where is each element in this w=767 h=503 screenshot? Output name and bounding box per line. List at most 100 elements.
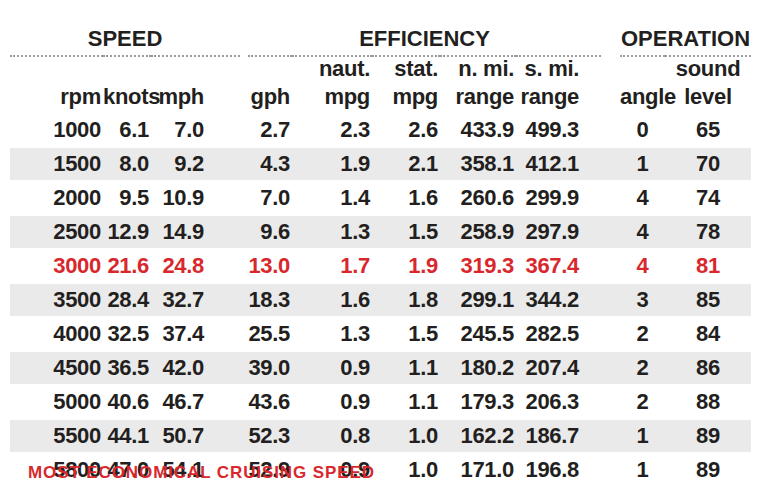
cell-range: 179.3 (440, 385, 516, 419)
table-row-1000: 10006.17.02.72.32.6433.9499.3065 (10, 113, 751, 147)
cell-knots: 12.9 (103, 215, 151, 249)
cell-spacer (601, 283, 620, 317)
cell-mph: 32.7 (151, 283, 240, 317)
cell-knots: 6.1 (103, 113, 151, 147)
cell-mph: 9.2 (151, 147, 240, 181)
cell-mph: 42.0 (151, 351, 240, 385)
table-row-2000: 20009.510.97.01.41.6260.6299.9474 (10, 181, 751, 215)
cell-spacer (601, 317, 620, 351)
cell-gph: 2.7 (248, 113, 292, 147)
table-header: SPEEDEFFICIENCYOPERATIONnaut.stat.n. mi.… (10, 20, 751, 113)
column-group-row: SPEEDEFFICIENCYOPERATION (10, 20, 751, 56)
cell-mph: 50.7 (151, 419, 240, 453)
table-row-3500: 350028.432.718.31.61.8299.1344.2385 (10, 283, 751, 317)
cell-knots: 36.5 (103, 351, 151, 385)
cell-mpg: 1.1 (372, 351, 440, 385)
cell-mph: 14.9 (151, 215, 240, 249)
cell-range: 207.4 (516, 351, 601, 385)
cell-angle: 3 (620, 283, 665, 317)
cell-mpg: 1.0 (372, 453, 440, 487)
header-spacer (10, 56, 103, 81)
cell-spacer (240, 351, 248, 385)
cell-spacer (601, 385, 620, 419)
cell-spacer (601, 181, 620, 215)
cell-spacer (601, 351, 620, 385)
header-gph: gph (248, 81, 292, 113)
cell-gph: 43.6 (248, 385, 292, 419)
cell-gph: 18.3 (248, 283, 292, 317)
cell-spacer (240, 215, 248, 249)
table-row-3000: 300021.624.813.01.71.9319.3367.4481 (10, 249, 751, 283)
table-row-5000: 500040.646.743.60.91.1179.3206.3288 (10, 385, 751, 419)
table-row-5500: 550044.150.752.30.81.0162.2186.7189 (10, 419, 751, 453)
column-group-operation: OPERATION (620, 20, 751, 56)
cell-angle: 4 (620, 215, 665, 249)
cell-level: 86 (665, 351, 751, 385)
cell-angle: 0 (620, 113, 665, 147)
cell-spacer (601, 419, 620, 453)
cell-gph: 13.0 (248, 249, 292, 283)
cell-knots: 44.1 (103, 419, 151, 453)
footnote-most-economical: MOST ECONOMICAL CRUISING SPEED (28, 462, 375, 484)
cell-mpg: 1.3 (292, 317, 372, 351)
cell-angle: 4 (620, 181, 665, 215)
cell-mpg: 1.5 (372, 317, 440, 351)
header-angle: angle (620, 81, 665, 113)
header-spacer (103, 56, 151, 81)
cell-range: 162.2 (440, 419, 516, 453)
header-range: range (516, 81, 601, 113)
table-row-4000: 400032.537.425.51.31.5245.5282.5284 (10, 317, 751, 351)
cell-angle: 2 (620, 317, 665, 351)
cell-spacer (601, 215, 620, 249)
cell-gph: 4.3 (248, 147, 292, 181)
cell-knots: 21.6 (103, 249, 151, 283)
cell-mpg: 1.3 (292, 215, 372, 249)
cell-mph: 46.7 (151, 385, 240, 419)
cell-mpg: 1.9 (372, 249, 440, 283)
cell-mpg: 1.1 (372, 385, 440, 419)
cell-range: 245.5 (440, 317, 516, 351)
cell-spacer (601, 113, 620, 147)
cell-rpm: 3500 (10, 283, 103, 317)
cell-mph: 7.0 (151, 113, 240, 147)
cell-level: 65 (665, 113, 751, 147)
cell-mpg: 1.6 (372, 181, 440, 215)
cell-rpm: 2500 (10, 215, 103, 249)
cell-mpg: 2.6 (372, 113, 440, 147)
header-stat: stat. (372, 56, 440, 81)
header-nmi: n. mi. (440, 56, 516, 81)
cell-range: 258.9 (440, 215, 516, 249)
table-row-2500: 250012.914.99.61.31.5258.9297.9478 (10, 215, 751, 249)
header-spacer (601, 56, 620, 81)
cell-level: 88 (665, 385, 751, 419)
header-spacer (151, 56, 240, 81)
cell-spacer (240, 181, 248, 215)
cell-spacer (240, 283, 248, 317)
cell-knots: 9.5 (103, 181, 151, 215)
cell-gph: 25.5 (248, 317, 292, 351)
cell-knots: 8.0 (103, 147, 151, 181)
cell-range: 499.3 (516, 113, 601, 147)
cell-angle: 4 (620, 249, 665, 283)
table-row-1500: 15008.09.24.31.92.1358.1412.1170 (10, 147, 751, 181)
header-level: level (665, 81, 751, 113)
cell-mpg: 1.0 (372, 419, 440, 453)
cell-mpg: 2.1 (372, 147, 440, 181)
cell-gph: 52.3 (248, 419, 292, 453)
cell-mpg: 1.5 (372, 215, 440, 249)
cell-mpg: 1.9 (292, 147, 372, 181)
header-spacer (601, 81, 620, 113)
cell-range: 412.1 (516, 147, 601, 181)
header-spacer (620, 56, 665, 81)
column-group-efficiency: EFFICIENCY (248, 20, 601, 56)
cell-rpm: 3000 (10, 249, 103, 283)
performance-table: SPEEDEFFICIENCYOPERATIONnaut.stat.n. mi.… (10, 20, 751, 488)
cell-range: 299.1 (440, 283, 516, 317)
sub-header-row: rpmknotsmphgphmpgmpgrangerangeanglelevel (10, 81, 751, 113)
cell-spacer (240, 147, 248, 181)
header-mpg: mpg (372, 81, 440, 113)
cell-mph: 24.8 (151, 249, 240, 283)
cell-angle: 2 (620, 385, 665, 419)
cell-mpg: 0.8 (292, 419, 372, 453)
cell-mpg: 0.9 (292, 385, 372, 419)
